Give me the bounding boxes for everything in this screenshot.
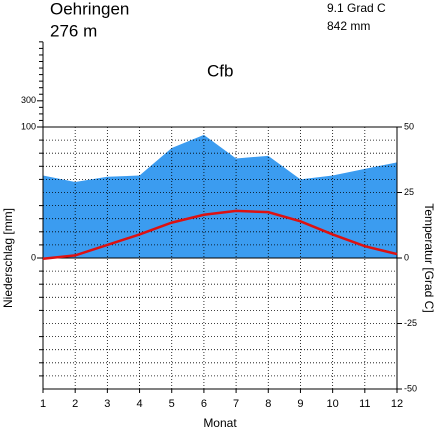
climate-class: Cfb	[207, 61, 233, 80]
x-tick-label: 9	[297, 398, 303, 410]
annotation: 9.1 Grad C	[327, 1, 386, 15]
x-tick-label: 1	[40, 398, 46, 410]
y-tick-label: 300	[21, 95, 36, 105]
x-tick-label: 10	[327, 398, 339, 410]
x-tick-label: 8	[265, 398, 271, 410]
y2-tick-label: -50	[404, 383, 417, 393]
y2-tick-label: -25	[404, 318, 417, 328]
y-tick-label: 0	[31, 252, 36, 262]
y-axis-label: Niederschlag [mm]	[1, 208, 15, 308]
y-tick-label: 100	[21, 121, 36, 131]
y2-tick-label: 0	[404, 252, 409, 262]
x-tick-label: 2	[72, 398, 78, 410]
annotation: 842 mm	[327, 19, 370, 33]
x-tick-label: 12	[391, 398, 403, 410]
x-axis-label: Monat	[203, 416, 237, 430]
temperature-line	[42, 209, 398, 261]
x-tick-label: 3	[104, 398, 110, 410]
x-tick-label: 6	[201, 398, 207, 410]
x-tick-label: 11	[359, 398, 370, 410]
y2-tick-label: 50	[404, 121, 414, 131]
chart-subtitle: 276 m	[50, 21, 97, 40]
chart-title: Oehringen	[50, 0, 129, 18]
y2-axis-label: Temperatur [Grad C]	[422, 203, 436, 312]
precipitation-area	[43, 134, 397, 258]
x-tick-label: 4	[136, 398, 142, 410]
y2-tick-label: 25	[404, 187, 414, 197]
x-tick-label: 7	[233, 398, 239, 410]
x-tick-label: 5	[169, 398, 175, 410]
